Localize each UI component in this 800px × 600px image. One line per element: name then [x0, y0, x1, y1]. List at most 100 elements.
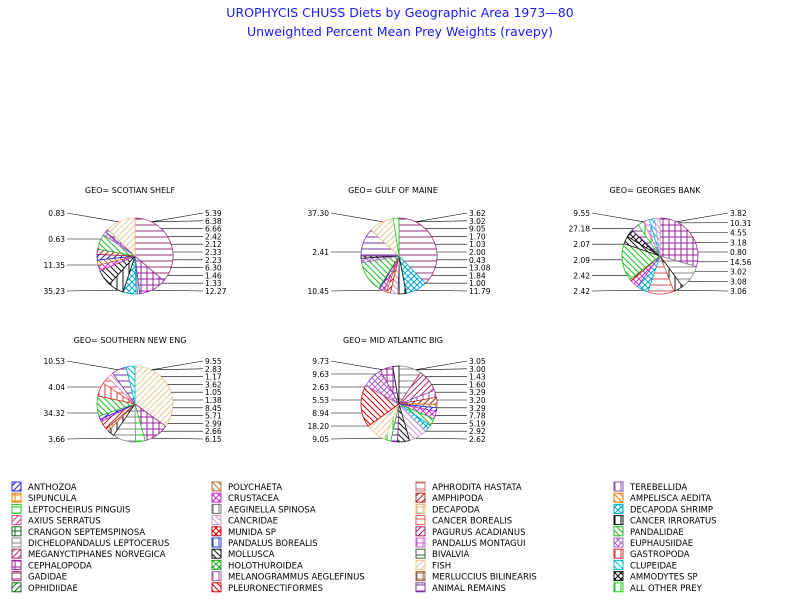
legend: ANTHOZOA POLYCHAETA APHRODITA HASTATA TEREB…: [11, 481, 717, 594]
pie-value-label: 1.43: [469, 373, 486, 382]
legend-label: GASTROPODA: [630, 550, 690, 560]
pie-leader-line: [330, 289, 383, 292]
pie-value-label: 2.42: [573, 271, 590, 280]
legend-label: AXIUS SERRATUS: [28, 517, 101, 527]
pie-value-label: 12.27: [205, 287, 227, 296]
legend-swatch: [211, 515, 222, 526]
legend-label: POLYCHAETA: [228, 483, 282, 493]
legend-label: CRANGON SEPTEMSPINOSA: [28, 528, 145, 538]
legend-label: ALL OTHER PREY: [630, 584, 703, 594]
pie-leader-line: [151, 437, 204, 440]
legend-item-cancridae: CANCRIDAE: [211, 515, 278, 527]
pie-leader-line: [676, 212, 729, 223]
pie-value-label: 3.29: [469, 388, 486, 397]
pie-leader-line: [151, 289, 204, 292]
pie-value-label: 0.63: [48, 235, 65, 244]
pie-leader-line: [151, 220, 204, 223]
pie-title: GEO= GEORGES BANK: [610, 186, 702, 195]
legend-label: GADIDAE: [28, 573, 67, 583]
pie-title: GEO= MID ATLANTIC BIG: [343, 336, 443, 345]
legend-swatch: [11, 559, 22, 570]
pie-leader-line: [151, 360, 204, 371]
legend-label: PANDALIDAE: [630, 528, 684, 538]
legend-item-gastropoda: GASTROPODA: [613, 548, 690, 560]
legend-label: DICHELOPANDALUS LEPTOCERUS: [28, 539, 169, 549]
pie-value-label: 1.70: [469, 232, 486, 241]
pie-value-label: 2.99: [205, 419, 222, 428]
legend-item-cancer-irroratus: CANCER IRRORATUS: [613, 515, 717, 527]
pie-geo-gulf-of-maine: GEO= GULF OF MAINE 37.30 2.41 10.45 3.623.02…: [308, 186, 491, 296]
legend-swatch: [415, 526, 426, 537]
legend-label: HOLOTHUROIDEA: [228, 561, 303, 571]
legend-swatch: [211, 492, 222, 503]
legend-swatch: [613, 526, 624, 537]
legend-swatch: [211, 559, 222, 570]
legend-item-melanogrammus-aeglefinus: MELANOGRAMMUS AEGLEFINUS: [211, 571, 365, 583]
legend-label: CRUSTACEA: [228, 494, 279, 504]
legend-label: MOLLUSCA: [228, 550, 275, 560]
pie-value-label: 3.06: [730, 287, 747, 296]
legend-swatch: [211, 526, 222, 537]
legend-item-euphausiidae: EUPHAUSIIDAE: [613, 537, 693, 549]
legend-label: APHRODITA HASTATA: [432, 483, 522, 493]
pie-value-label: 3.20: [469, 396, 486, 405]
legend-item-pandalus-borealis: PANDALUS BOREALIS: [211, 537, 318, 549]
legend-item-animal-remains: ANIMAL REMAINS: [415, 582, 506, 594]
pie-leader-line: [330, 437, 383, 440]
legend-label: TEREBELLIDA: [629, 483, 687, 493]
pie-value-label: 2.09: [573, 256, 590, 265]
pie-value-label: 3.08: [730, 277, 747, 286]
legend-swatch: [11, 537, 22, 548]
pie-slice-pleuronectiformes: [360, 384, 400, 427]
legend-swatch: [415, 559, 426, 570]
pie-value-label: 2.62: [469, 435, 486, 444]
legend-item-cancer-borealis: CANCER BOREALIS: [415, 515, 512, 527]
pie-slice-cancridae: [654, 217, 661, 257]
legend-label: PANDALUS MONTAGUI: [432, 539, 526, 549]
legend-item-ampelisca-aedita: AMPELISCA AEDITA: [613, 492, 712, 504]
legend-swatch: [613, 503, 624, 514]
pie-value-label: 9.55: [205, 357, 222, 366]
pie-geo-scotian-shelf: GEO= SCOTIAN SHELF 0.83 0.63 11.35 35.23 5.39…: [44, 186, 227, 296]
pie-leader-line: [415, 220, 468, 223]
pie-slice-fish: [134, 365, 174, 427]
legend-item-anthozoa: ANTHOZOA: [11, 481, 77, 493]
legend-label: MERLUCCIUS BILINEARIS: [432, 573, 537, 583]
legend-swatch: [11, 526, 22, 537]
legend-item-crangon-septemspinosa: CRANGON SEPTEMSPINOSA: [11, 526, 145, 538]
legend-item-leptocheirus-pinguis: LEPTOCHEIRUS PINGUIS: [11, 503, 130, 515]
pie-value-label: 2.00: [469, 248, 486, 257]
legend-swatch: [11, 481, 22, 492]
legend-swatch: [613, 559, 624, 570]
pie-value-label: 1.46: [205, 271, 222, 280]
pie-value-label: 37.30: [308, 209, 330, 218]
pie-value-label: 13.08: [469, 264, 491, 273]
pie-value-label: 6.15: [205, 435, 222, 444]
legend-item-ammodytes-sp: AMMODYTES SP: [613, 571, 698, 583]
pie-leader-line: [66, 212, 119, 223]
legend-swatch: [415, 481, 426, 492]
pies-layer: GEO= SCOTIAN SHELF 0.83 0.63 11.35 35.23 5.39…: [44, 186, 752, 444]
legend-item-ophidiidae: OPHIDIIDAE: [11, 582, 78, 594]
legend-label: DECAPODA SHRIMP: [630, 505, 713, 515]
pie-value-label: 0.83: [48, 209, 65, 218]
pie-leader-line: [330, 360, 383, 371]
pie-value-label: 8.45: [205, 404, 222, 413]
pie-value-label: 1.84: [469, 271, 486, 280]
pie-geo-mid-atlantic-big: GEO= MID ATLANTIC BIG 9.73 9.63 2.63 5.53 8.9…: [308, 336, 486, 444]
legend-swatch: [415, 515, 426, 526]
legend-item-merluccius-bilinearis: MERLUCCIUS BILINEARIS: [415, 571, 537, 583]
pie-value-label: 1.33: [205, 279, 222, 288]
pie-geo-southern-new-eng: GEO= SOUTHERN NEW ENG 10.53 4.04 34.32 3.66 9…: [44, 336, 222, 444]
pie-value-label: 35.23: [44, 287, 66, 296]
pie-value-label: 8.94: [312, 409, 329, 418]
legend-swatch: [613, 571, 624, 582]
legend-item-decapoda-shrimp: DECAPODA SHRIMP: [613, 503, 713, 515]
legend-item-munida-sp: MUNIDA SP: [211, 526, 276, 538]
pie-leader-line: [591, 212, 644, 223]
legend-item-meganyctiphanes-norvegica: MEGANYCTIPHANES NORVEGICA: [11, 548, 166, 560]
pie-value-label: 6.38: [205, 217, 222, 226]
legend-item-polychaeta: POLYCHAETA: [211, 481, 282, 493]
pie-slice-clupeidae: [125, 365, 136, 405]
pie-geo-georges-bank: GEO= GEORGES BANK 9.55 27.18 2.07 2.09 2.42 2.…: [569, 186, 752, 296]
